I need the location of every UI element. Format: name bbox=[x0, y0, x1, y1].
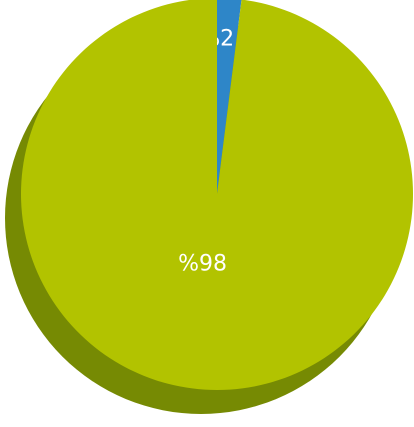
pie-slice bbox=[217, 0, 242, 194]
data-label: %98 bbox=[178, 251, 227, 276]
pie-slice bbox=[21, 0, 413, 390]
